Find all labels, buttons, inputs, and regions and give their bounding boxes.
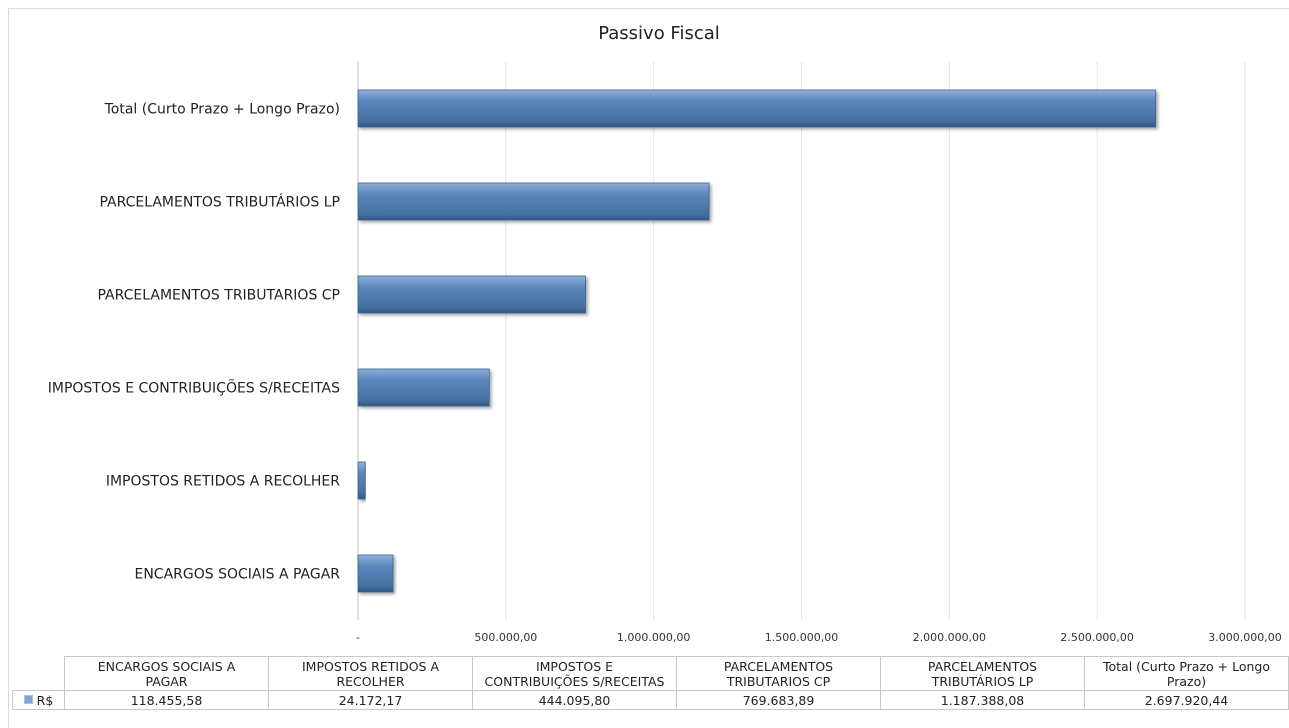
x-tick-label: 2.000.000,00 [913, 631, 986, 644]
category-label: IMPOSTOS E CONTRIBUIÇÕES S/RECEITAS [48, 380, 340, 397]
category-label: ENCARGOS SOCIAIS A PAGAR [134, 567, 340, 583]
x-tick-label: 1.500.000,00 [765, 631, 838, 644]
header-line: ENCARGOS SOCIAIS A [97, 658, 236, 674]
category-label: Total (Curto Prazo + Longo Prazo) [104, 102, 340, 118]
header-line: CONTRIBUIÇÕES S/RECEITAS [484, 673, 665, 689]
table-header-cell: IMPOSTOS E CONTRIBUIÇÕES S/RECEITAS [472, 656, 677, 691]
table-header-cell: PARCELAMENTOS TRIBUTARIOS CP [676, 656, 881, 691]
x-tick-label: 1.000.000,00 [617, 631, 690, 644]
x-tick-label: 3.000.000,00 [1208, 631, 1281, 644]
bar [357, 368, 490, 407]
header-line: PARCELAMENTOS [927, 658, 1038, 674]
table-value-cell: 444.095,80 [472, 690, 677, 710]
header-line: Prazo) [1166, 673, 1207, 689]
table-header-row: ENCARGOS SOCIAIS A PAGAR IMPOSTOS RETIDOS … [12, 656, 1289, 691]
header-line: PAGAR [145, 673, 188, 689]
header-line: Total (Curto Prazo + Longo [1103, 658, 1270, 674]
x-axis-ticks: - 500.000,00 1.000.000,00 1.500.000,00 2.000… [356, 631, 1282, 644]
header-line: PARCELAMENTOS [723, 658, 834, 674]
bar [357, 275, 586, 314]
header-line: TRIBUTÁRIOS LP [931, 673, 1034, 689]
header-line: TRIBUTARIOS CP [726, 673, 831, 689]
table-header-cell: PARCELAMENTOS TRIBUTÁRIOS LP [880, 656, 1085, 691]
x-tick-label: 500.000,00 [474, 631, 537, 644]
chart-area [8, 8, 1289, 728]
table-value-cell: 769.683,89 [676, 690, 881, 710]
table-header-cell: IMPOSTOS RETIDOS A RECOLHER [268, 656, 473, 691]
data-table: ENCARGOS SOCIAIS A PAGAR IMPOSTOS RETIDOS … [12, 656, 1289, 710]
bar [357, 554, 394, 593]
table-value-cell: 24.172,17 [268, 690, 473, 710]
header-line: RECOLHER [336, 673, 405, 689]
series-label: R$ [36, 692, 54, 708]
category-label: PARCELAMENTOS TRIBUTARIOS CP [97, 288, 340, 304]
table-header-cell: ENCARGOS SOCIAIS A PAGAR [64, 656, 269, 691]
bars [357, 89, 1157, 593]
table-value-cell: 2.697.920,44 [1084, 690, 1289, 710]
bar [357, 461, 366, 500]
bar [357, 89, 1157, 128]
x-tick-label: - [356, 631, 360, 644]
table-value-cell: 1.187.388,08 [880, 690, 1085, 710]
category-labels: ENCARGOS SOCIAIS A PAGAR IMPOSTOS RETIDOS… [48, 102, 341, 583]
bar [357, 182, 710, 221]
table-header-cell: Total (Curto Prazo + Longo Prazo) [1084, 656, 1289, 691]
series-label-cell: R$ [12, 690, 65, 710]
chart-title: Passivo Fiscal [598, 23, 720, 44]
bar-chart: Passivo Fiscal ENCARGOS SOCIAIS A PAGAR I… [48, 23, 1282, 644]
header-line: IMPOSTOS E [535, 658, 614, 674]
category-label: IMPOSTOS RETIDOS A RECOLHER [106, 474, 340, 490]
gridlines [357, 62, 1246, 620]
legend-key [23, 694, 33, 704]
table-value-cell: 118.455,58 [64, 690, 269, 710]
x-tick-label: 2.500.000,00 [1060, 631, 1133, 644]
header-line: IMPOSTOS RETIDOS A [302, 658, 439, 674]
category-label: PARCELAMENTOS TRIBUTÁRIOS LP [99, 194, 340, 211]
table-row: R$ 118.455,58 24.172,17 444.095,80 769.683,… [12, 690, 1289, 710]
table-corner-cell [12, 656, 65, 691]
